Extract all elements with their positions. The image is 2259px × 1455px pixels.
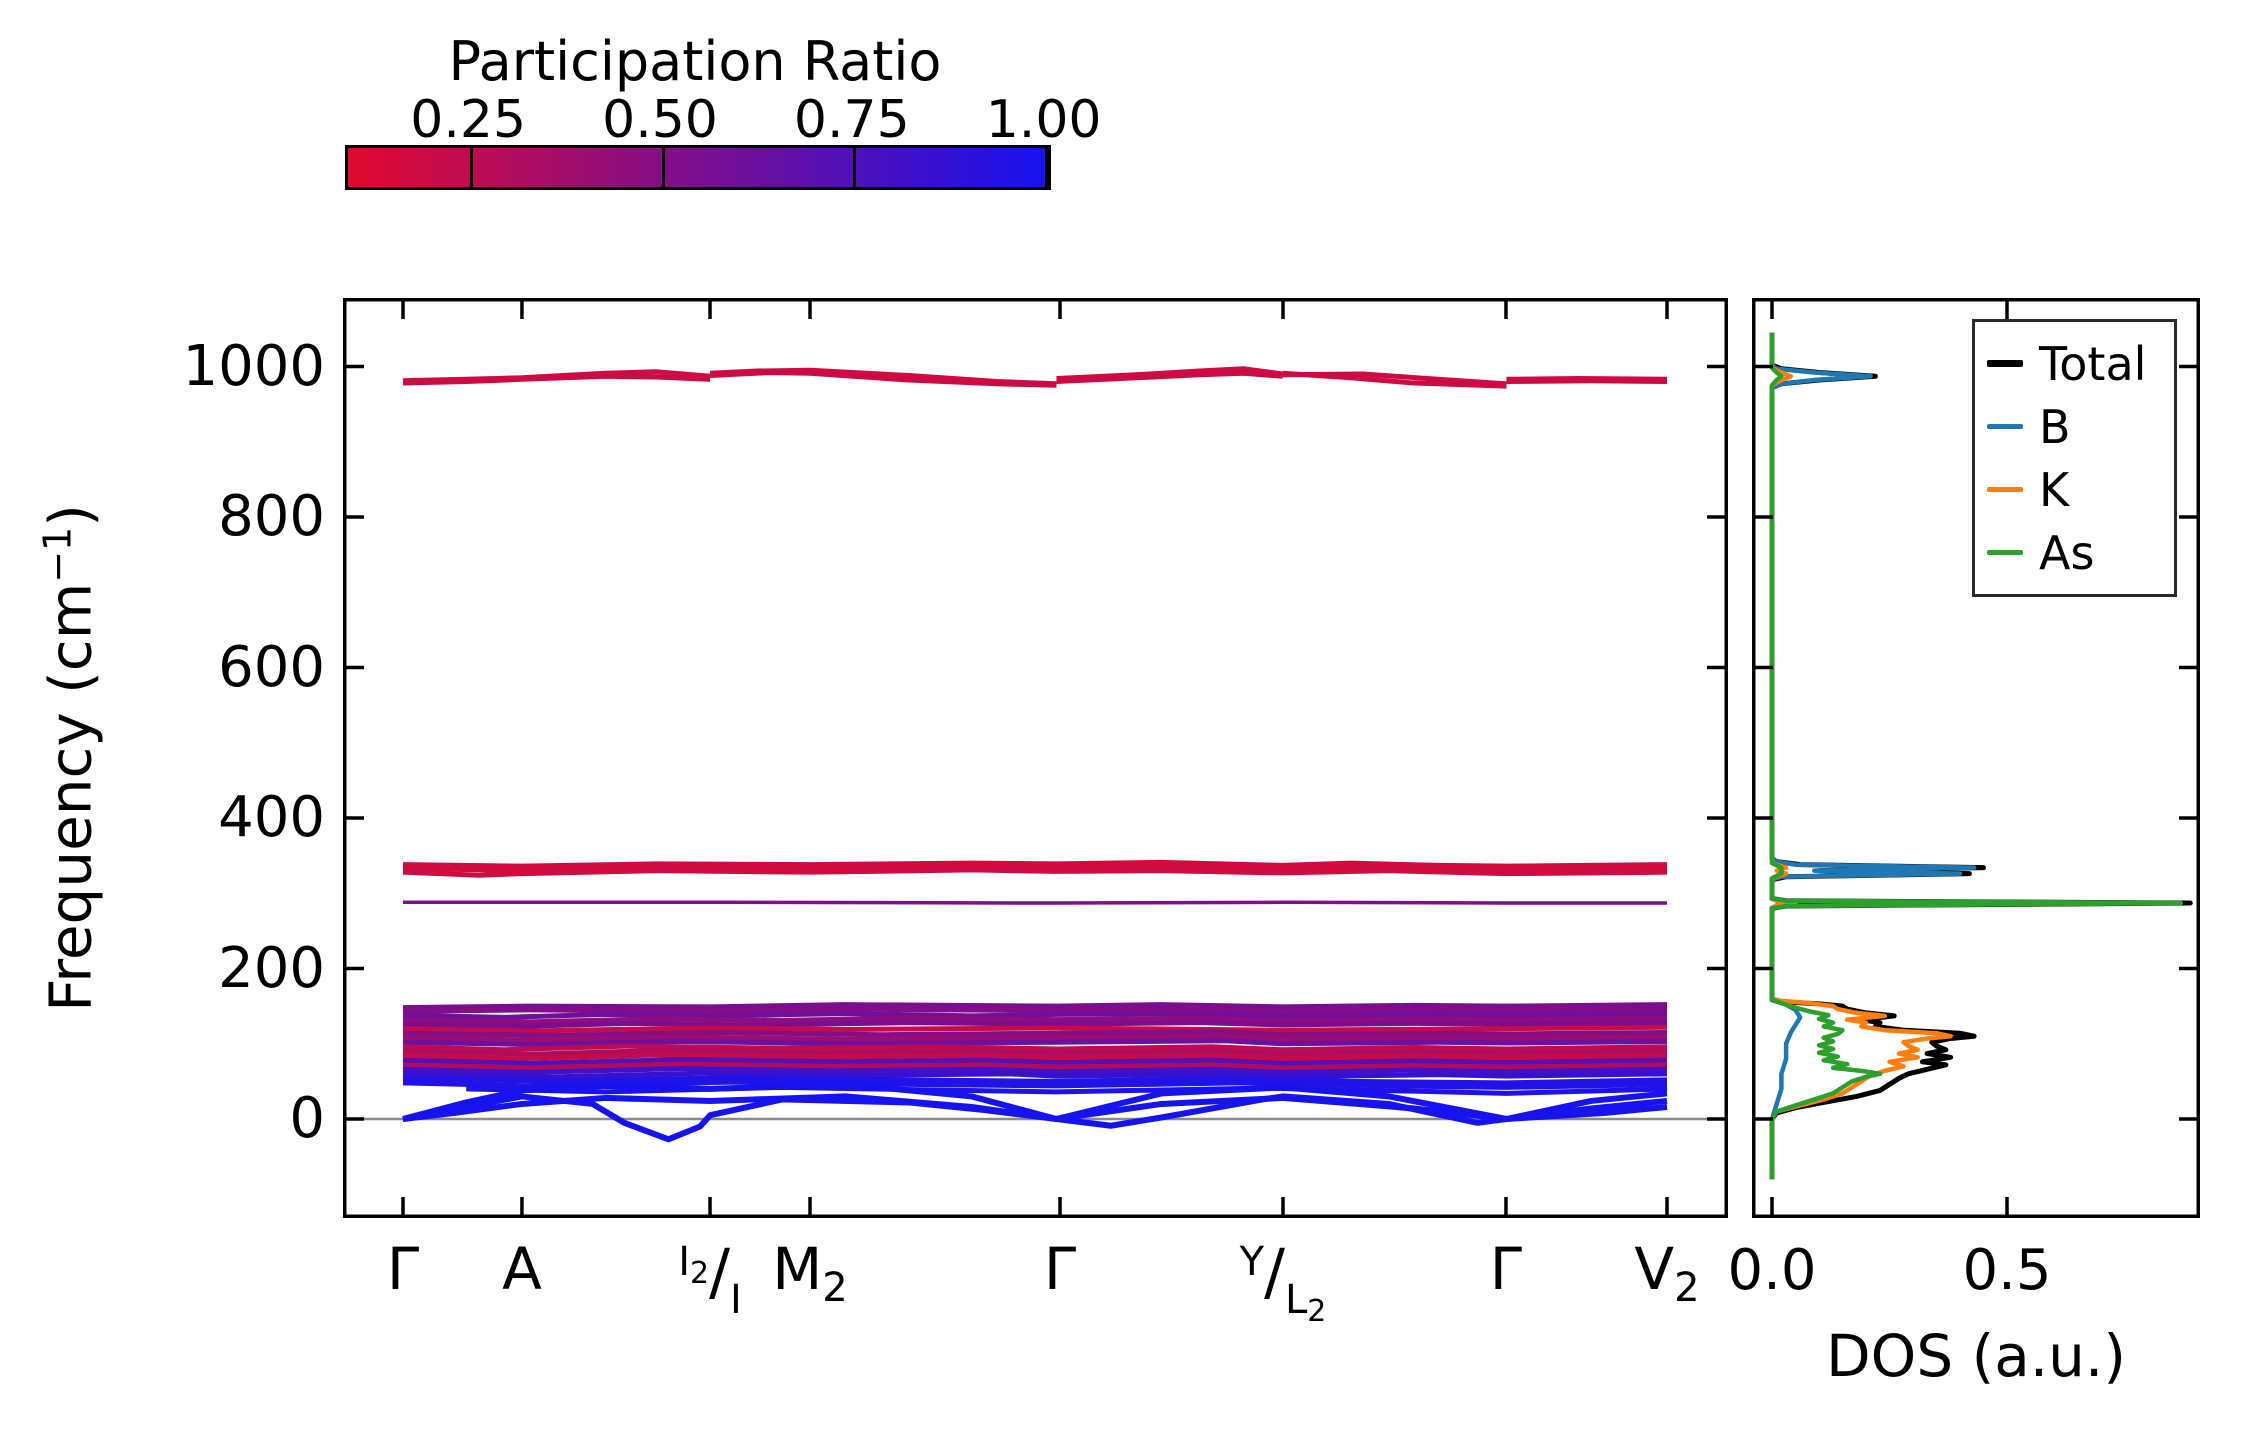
phonon-band [1056, 366, 1284, 382]
y-tick-label: 800 [218, 484, 325, 549]
phonon-band [1506, 378, 1668, 385]
y-axis-label: Frequency (cm−1) [35, 504, 105, 1012]
phonon-band [402, 1057, 1668, 1066]
dos-axis-label: DOS (a.u.) [1826, 1322, 2126, 1390]
phonon-band [402, 1015, 1668, 1025]
colorbar-tick-label: 0.25 [410, 90, 527, 150]
colorbar-title: Participation Ratio [448, 30, 942, 93]
phonon-band [402, 1093, 1668, 1122]
y-tick-label: 600 [218, 634, 325, 700]
phonon-band [402, 1043, 1668, 1053]
k-point-label: Γ [1043, 1235, 1077, 1303]
phonon-band [402, 373, 711, 386]
legend-line-icon [1987, 360, 2023, 367]
phonon-band [402, 1029, 1668, 1038]
k-point-label: Γ [386, 1235, 420, 1303]
phonon-band [1282, 371, 1507, 387]
phonon-band [402, 1038, 1668, 1048]
colorbar-tick [853, 148, 857, 187]
k-point-label: A [502, 1235, 542, 1303]
k-point-label: M2 [772, 1235, 848, 1311]
colorbar-tick [469, 148, 473, 187]
phonon-band [402, 1061, 1668, 1071]
dos-curve-k [1769, 332, 1953, 1180]
dos-legend: Total B K As [1972, 319, 2177, 597]
colorbar-tick-label: 1.00 [985, 90, 1102, 150]
axis-spines [343, 298, 1728, 1218]
phonon-band [402, 1075, 1668, 1086]
k-point-label: Y/L2 [1239, 1235, 1327, 1329]
dos-plot [1752, 298, 2200, 1218]
colorbar-tick [661, 148, 665, 187]
phonon-band [402, 1033, 1668, 1043]
legend-label: B [2039, 399, 2071, 454]
phonon-band [402, 1002, 1668, 1011]
k-point-label: Γ [1489, 1235, 1523, 1303]
legend-label: As [2039, 525, 2095, 580]
phonon-band [710, 370, 1057, 388]
legend-item-total: Total [1987, 339, 2162, 389]
band-structure-plot [343, 298, 1728, 1218]
legend-line-icon [1987, 487, 2023, 492]
legend-label: K [2039, 462, 2070, 517]
legend-item-k: K [1987, 465, 2162, 515]
dos-tick-label: 0.0 [1727, 1238, 1817, 1303]
phonon-band [402, 1048, 1668, 1057]
phonon-band [402, 1011, 1668, 1020]
dos-curve-as [1769, 332, 2184, 1180]
phonon-band [402, 1024, 1668, 1034]
colorbar-gradient [348, 148, 1048, 187]
y-tick-label: 200 [218, 935, 325, 1001]
y-tick-label: 1000 [182, 333, 325, 399]
colorbar [345, 145, 1051, 190]
legend-line-icon [1987, 550, 2023, 555]
y-tick-label: 0 [289, 1086, 325, 1151]
phonon-band [403, 900, 1667, 905]
colorbar-tick [1045, 148, 1049, 187]
dos-tick-label: 0.5 [1962, 1238, 2052, 1303]
phonon-band [402, 1052, 1668, 1062]
legend-item-as: As [1987, 528, 2162, 578]
k-point-label: I2/I [678, 1235, 742, 1323]
phonon-band [402, 1020, 1668, 1029]
phonon-band [402, 1070, 1668, 1080]
phonon-band [402, 859, 1668, 869]
legend-label: Total [2039, 336, 2147, 391]
phonon-band [402, 867, 1668, 878]
phonon-band [1056, 370, 1283, 385]
colorbar-tick-label: 0.75 [793, 90, 910, 150]
colorbar-tick-label: 0.50 [602, 90, 718, 150]
k-point-label: V2 [1634, 1235, 1700, 1311]
phonon-band [402, 1006, 1668, 1014]
y-tick-label: 400 [218, 785, 325, 850]
legend-item-b: B [1987, 402, 2162, 452]
legend-line-icon [1987, 424, 2023, 429]
axis-spines [1752, 298, 2200, 1218]
phonon-band [402, 1066, 1668, 1075]
